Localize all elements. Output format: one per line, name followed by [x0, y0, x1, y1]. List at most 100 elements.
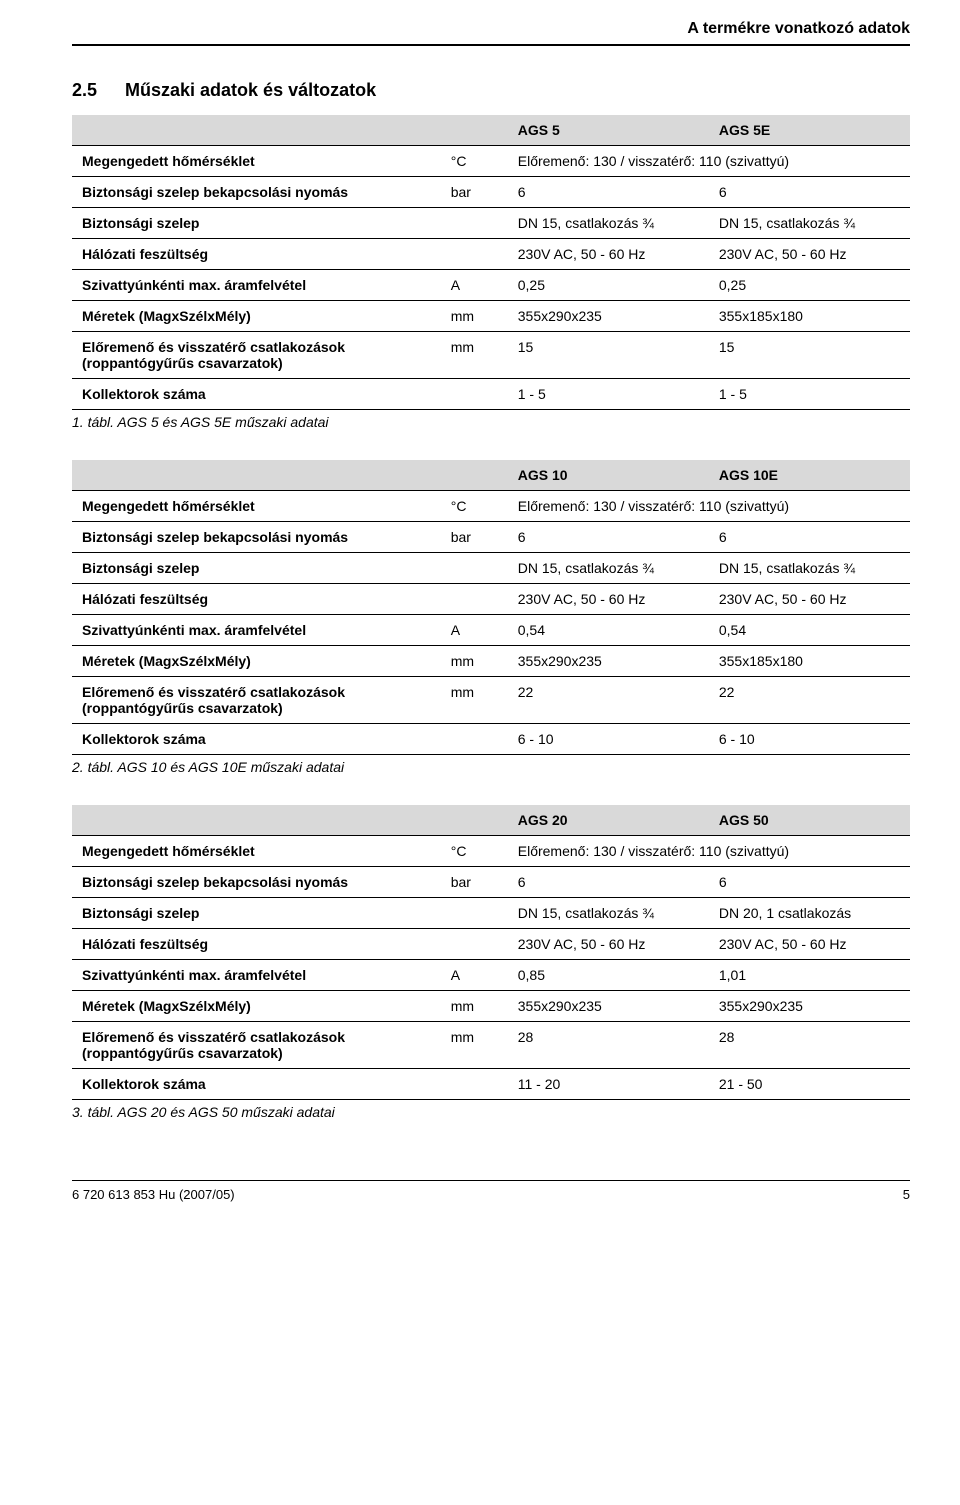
row-value-1: 230V AC, 50 - 60 Hz	[508, 929, 709, 960]
row-unit	[441, 553, 508, 584]
row-label: Előremenő és visszatérő csatlakozások (r…	[72, 1022, 441, 1069]
row-label: Szivattyúnkénti max. áramfelvétel	[72, 615, 441, 646]
row-unit: °C	[441, 146, 508, 177]
section-title: Műszaki adatok és változatok	[125, 80, 376, 100]
row-value-2: 6	[709, 867, 910, 898]
row-unit: bar	[441, 867, 508, 898]
row-label: Biztonsági szelep bekapcsolási nyomás	[72, 522, 441, 553]
row-value-2: 6 - 10	[709, 724, 910, 755]
table-column-header	[441, 115, 508, 146]
row-value-1: DN 15, csatlakozás ¾	[508, 898, 709, 929]
tables-container: AGS 5AGS 5EMegengedett hőmérséklet°CElőr…	[72, 115, 910, 1120]
section-number: 2.5	[72, 80, 120, 101]
table-row: Méretek (MagxSzélxMély)mm355x290x235355x…	[72, 646, 910, 677]
row-unit: bar	[441, 177, 508, 208]
table-caption: 2. tábl. AGS 10 és AGS 10E műszaki adata…	[72, 759, 910, 775]
table-row: Kollektorok száma11 - 2021 - 50	[72, 1069, 910, 1100]
table-column-header: AGS 5E	[709, 115, 910, 146]
table-row: Megengedett hőmérséklet°CElőremenő: 130 …	[72, 491, 910, 522]
row-label: Méretek (MagxSzélxMély)	[72, 991, 441, 1022]
caption-number: 1. tábl.	[72, 414, 114, 430]
row-unit	[441, 724, 508, 755]
row-value-1: 28	[508, 1022, 709, 1069]
table-row: Szivattyúnkénti max. áramfelvételA0,250,…	[72, 270, 910, 301]
spec-table: AGS 20AGS 50Megengedett hőmérséklet°CElő…	[72, 805, 910, 1100]
row-value-1: 230V AC, 50 - 60 Hz	[508, 239, 709, 270]
row-value-1: 0,54	[508, 615, 709, 646]
row-value-2: 0,25	[709, 270, 910, 301]
table-column-header	[72, 460, 441, 491]
row-value-2: 230V AC, 50 - 60 Hz	[709, 929, 910, 960]
table-column-header: AGS 5	[508, 115, 709, 146]
row-unit: °C	[441, 491, 508, 522]
row-value-merged: Előremenő: 130 / visszatérő: 110 (szivat…	[508, 491, 910, 522]
row-unit	[441, 379, 508, 410]
row-value-1: 0,25	[508, 270, 709, 301]
page-header: A termékre vonatkozó adatok	[72, 20, 910, 46]
row-value-2: 355x290x235	[709, 991, 910, 1022]
table-row: Szivattyúnkénti max. áramfelvételA0,540,…	[72, 615, 910, 646]
page-footer: 6 720 613 853 Hu (2007/05) 5	[72, 1180, 910, 1202]
row-unit	[441, 929, 508, 960]
row-unit: A	[441, 270, 508, 301]
table-row: Hálózati feszültség230V AC, 50 - 60 Hz23…	[72, 929, 910, 960]
table-row: Előremenő és visszatérő csatlakozások (r…	[72, 1022, 910, 1069]
row-unit: °C	[441, 836, 508, 867]
row-unit: mm	[441, 991, 508, 1022]
table-row: Hálózati feszültség230V AC, 50 - 60 Hz23…	[72, 584, 910, 615]
row-unit: mm	[441, 332, 508, 379]
row-value-1: 22	[508, 677, 709, 724]
row-unit: A	[441, 615, 508, 646]
table-column-header: AGS 50	[709, 805, 910, 836]
table-row: Méretek (MagxSzélxMély)mm355x290x235355x…	[72, 301, 910, 332]
caption-text: AGS 5 és AGS 5E műszaki adatai	[117, 414, 328, 430]
spec-table: AGS 5AGS 5EMegengedett hőmérséklet°CElőr…	[72, 115, 910, 410]
row-label: Hálózati feszültség	[72, 584, 441, 615]
table-row: Hálózati feszültség230V AC, 50 - 60 Hz23…	[72, 239, 910, 270]
row-value-2: 230V AC, 50 - 60 Hz	[709, 239, 910, 270]
row-label: Előremenő és visszatérő csatlakozások (r…	[72, 677, 441, 724]
row-unit: bar	[441, 522, 508, 553]
table-row: Előremenő és visszatérő csatlakozások (r…	[72, 677, 910, 724]
caption-text: AGS 10 és AGS 10E műszaki adatai	[117, 759, 344, 775]
table-column-header: AGS 10E	[709, 460, 910, 491]
row-value-2: 6	[709, 177, 910, 208]
row-value-2: DN 15, csatlakozás ¾	[709, 208, 910, 239]
row-value-2: 0,54	[709, 615, 910, 646]
row-label: Biztonsági szelep	[72, 208, 441, 239]
row-value-1: 11 - 20	[508, 1069, 709, 1100]
table-column-header	[441, 460, 508, 491]
row-label: Megengedett hőmérséklet	[72, 836, 441, 867]
row-value-merged: Előremenő: 130 / visszatérő: 110 (szivat…	[508, 146, 910, 177]
table-row: Biztonsági szelepDN 15, csatlakozás ¾DN …	[72, 898, 910, 929]
row-value-1: 15	[508, 332, 709, 379]
table-column-header	[72, 805, 441, 836]
table-row: Szivattyúnkénti max. áramfelvételA0,851,…	[72, 960, 910, 991]
table-row: Biztonsági szelepDN 15, csatlakozás ¾DN …	[72, 553, 910, 584]
row-label: Kollektorok száma	[72, 379, 441, 410]
row-value-2: 355x185x180	[709, 646, 910, 677]
row-unit: A	[441, 960, 508, 991]
row-value-1: 0,85	[508, 960, 709, 991]
row-label: Előremenő és visszatérő csatlakozások (r…	[72, 332, 441, 379]
row-label: Méretek (MagxSzélxMély)	[72, 301, 441, 332]
table-caption: 3. tábl. AGS 20 és AGS 50 műszaki adatai	[72, 1104, 910, 1120]
row-unit: mm	[441, 1022, 508, 1069]
row-unit: mm	[441, 301, 508, 332]
row-value-1: 6	[508, 867, 709, 898]
table-row: Biztonsági szelep bekapcsolási nyomásbar…	[72, 522, 910, 553]
row-value-2: 6	[709, 522, 910, 553]
row-value-1: DN 15, csatlakozás ¾	[508, 208, 709, 239]
row-value-1: 6	[508, 522, 709, 553]
caption-text: AGS 20 és AGS 50 műszaki adatai	[117, 1104, 334, 1120]
row-value-2: 22	[709, 677, 910, 724]
row-unit: mm	[441, 677, 508, 724]
row-unit	[441, 584, 508, 615]
section-heading: 2.5 Műszaki adatok és változatok	[72, 80, 910, 101]
table-row: Biztonsági szelep bekapcsolási nyomásbar…	[72, 177, 910, 208]
row-unit	[441, 239, 508, 270]
table-row: Kollektorok száma1 - 51 - 5	[72, 379, 910, 410]
row-value-2: 1,01	[709, 960, 910, 991]
row-label: Méretek (MagxSzélxMély)	[72, 646, 441, 677]
row-value-merged: Előremenő: 130 / visszatérő: 110 (szivat…	[508, 836, 910, 867]
